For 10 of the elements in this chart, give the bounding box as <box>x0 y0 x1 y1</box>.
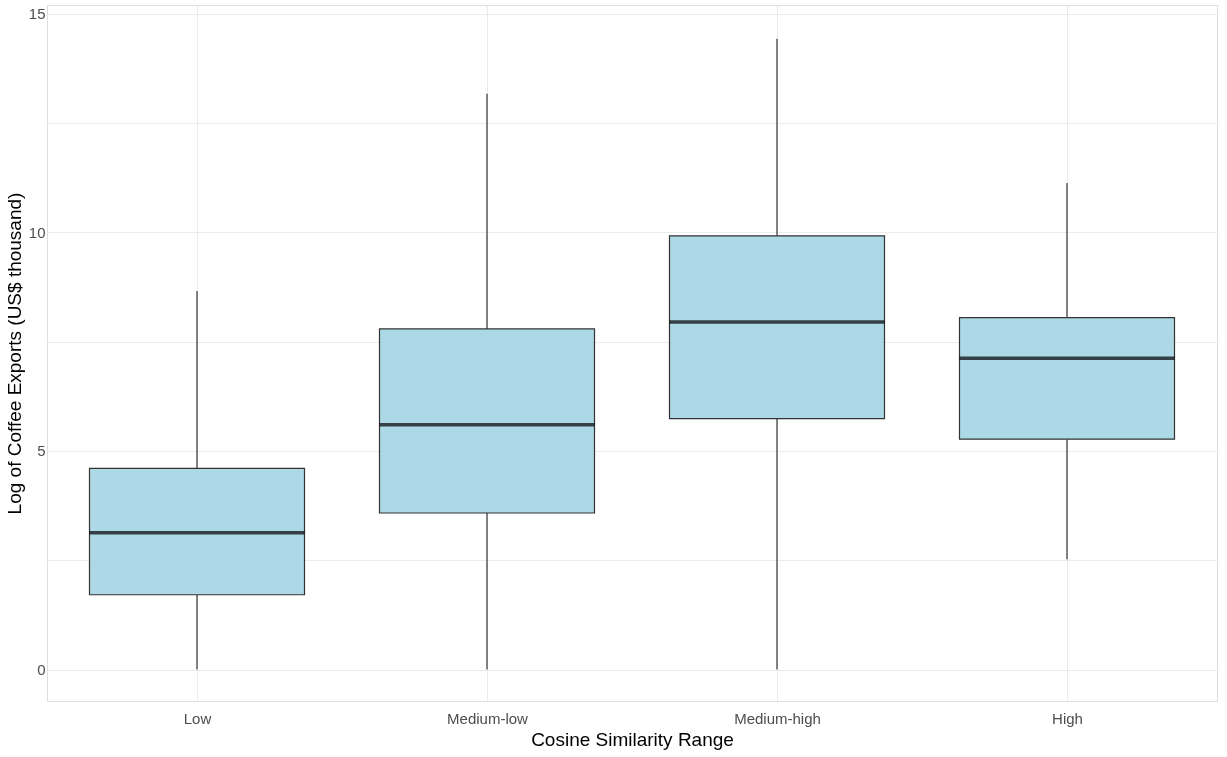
y-tick-label: 10 <box>28 223 46 241</box>
y-tick-label: 15 <box>28 5 46 23</box>
y-tick-label: 0 <box>37 661 46 679</box>
y-axis-title: Log of Coffee Exports (US$ thousand) <box>3 192 25 515</box>
x-tick-label: Medium-low <box>447 709 529 727</box>
x-axis-title: Cosine Similarity Range <box>531 728 734 750</box>
x-tick-label: Low <box>183 709 212 727</box>
x-tick-label: High <box>1052 709 1083 727</box>
y-tick-label: 5 <box>37 442 46 460</box>
x-tick-label: Medium-high <box>734 709 821 727</box>
